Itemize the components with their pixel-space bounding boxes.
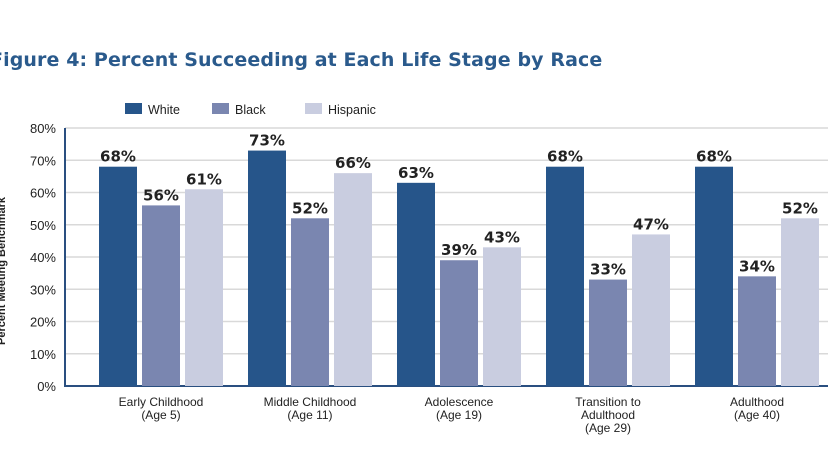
bar-black bbox=[589, 279, 627, 386]
data-label: 68% bbox=[547, 148, 583, 166]
bar-white bbox=[546, 166, 584, 386]
bar-hispanic bbox=[483, 247, 521, 386]
x-tick-label: (Age 11) bbox=[287, 408, 332, 422]
bar-black bbox=[440, 260, 478, 386]
data-label: 56% bbox=[143, 186, 179, 204]
chart-title: Figure 4: Percent Succeeding at Each Lif… bbox=[0, 49, 603, 71]
bar-black bbox=[738, 276, 776, 386]
x-tick-label: Middle Childhood bbox=[264, 395, 357, 409]
bar-hispanic bbox=[334, 173, 372, 386]
y-tick-label: 0% bbox=[37, 379, 56, 394]
bar-white bbox=[99, 166, 137, 386]
data-label: 63% bbox=[398, 164, 434, 182]
y-tick-label: 80% bbox=[30, 121, 56, 136]
y-tick-label: 30% bbox=[30, 282, 56, 297]
x-tick-label: (Age 40) bbox=[734, 408, 780, 422]
x-tick-label: (Age 29) bbox=[585, 421, 631, 435]
legend-swatch-black bbox=[212, 103, 229, 114]
legend-swatch-white bbox=[125, 103, 142, 114]
x-tick-label: Early Childhood bbox=[119, 395, 204, 409]
data-label: 47% bbox=[633, 215, 669, 233]
y-tick-label: 50% bbox=[30, 218, 56, 233]
data-label: 68% bbox=[100, 148, 136, 166]
y-tick-label: 20% bbox=[30, 315, 56, 330]
bar-white bbox=[695, 166, 733, 386]
data-label: 66% bbox=[335, 154, 371, 172]
data-label: 52% bbox=[782, 199, 818, 217]
y-tick-label: 60% bbox=[30, 186, 56, 201]
y-axis-label: Percent Meeting Benchmark bbox=[0, 196, 8, 345]
data-label: 34% bbox=[739, 257, 775, 275]
data-label: 52% bbox=[292, 199, 328, 217]
legend-label: Hispanic bbox=[328, 103, 376, 117]
bar-white bbox=[397, 182, 435, 386]
data-label: 73% bbox=[249, 132, 285, 150]
x-tick-label: Transition to bbox=[575, 395, 641, 409]
legend-label: White bbox=[148, 103, 180, 117]
data-label: 43% bbox=[484, 228, 520, 246]
x-tick-label: Adolescence bbox=[425, 395, 494, 409]
bar-hispanic bbox=[632, 234, 670, 386]
bar-hispanic bbox=[781, 218, 819, 386]
data-label: 61% bbox=[186, 170, 222, 188]
data-label: 39% bbox=[441, 241, 477, 259]
data-label: 33% bbox=[590, 261, 626, 279]
y-tick-label: 10% bbox=[30, 347, 56, 362]
bar-white bbox=[248, 150, 286, 386]
x-tick-label: Adulthood bbox=[730, 395, 784, 409]
x-tick-label: (Age 19) bbox=[436, 408, 482, 422]
bar-black bbox=[291, 218, 329, 386]
x-tick-label: (Age 5) bbox=[141, 408, 180, 422]
legend-swatch-hispanic bbox=[305, 103, 322, 114]
data-label: 68% bbox=[696, 148, 732, 166]
legend-label: Black bbox=[235, 103, 266, 117]
bar-black bbox=[142, 205, 180, 386]
y-tick-label: 70% bbox=[30, 153, 56, 168]
bar-hispanic bbox=[185, 189, 223, 386]
y-tick-label: 40% bbox=[30, 250, 56, 265]
x-tick-label: Adulthood bbox=[581, 408, 635, 422]
